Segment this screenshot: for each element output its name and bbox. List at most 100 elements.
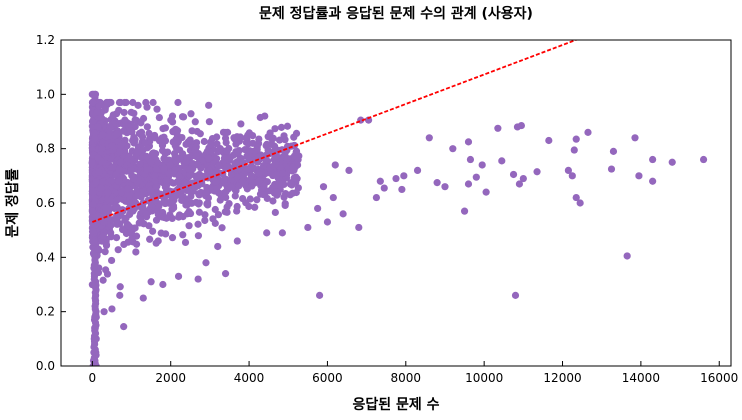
data-point (88, 281, 96, 289)
data-point (572, 193, 580, 202)
data-point (132, 248, 140, 256)
data-point (91, 135, 99, 143)
data-point (94, 154, 102, 162)
data-point (178, 113, 187, 121)
data-point (251, 203, 259, 211)
data-point (94, 122, 102, 131)
data-point (185, 165, 193, 174)
x-tick-label: 14000 (622, 371, 660, 385)
data-point (131, 224, 139, 232)
data-point (107, 256, 116, 265)
data-point (205, 154, 213, 163)
data-point (155, 113, 163, 122)
data-point (103, 270, 112, 278)
data-point (464, 138, 473, 146)
data-point (227, 170, 236, 179)
data-point (140, 187, 148, 196)
data-point (91, 324, 99, 332)
data-point (231, 192, 239, 200)
data-point (255, 177, 263, 185)
data-point (160, 133, 168, 141)
data-point (248, 131, 257, 140)
data-point (238, 178, 247, 186)
data-point (200, 137, 208, 146)
data-point (195, 199, 203, 207)
data-point (166, 161, 174, 169)
data-point (254, 169, 263, 177)
data-point (533, 168, 541, 176)
data-point (478, 161, 486, 169)
data-point (193, 161, 202, 169)
data-point (227, 183, 235, 191)
data-point (95, 102, 103, 110)
data-point (449, 145, 457, 153)
data-point (178, 196, 186, 204)
data-point (167, 116, 175, 124)
data-point (187, 110, 195, 118)
data-point (174, 177, 182, 186)
data-point (168, 205, 176, 213)
x-tick-label: 16000 (700, 371, 738, 385)
data-point (246, 147, 254, 155)
data-point (90, 129, 98, 137)
data-point (226, 154, 234, 162)
data-point (292, 129, 301, 138)
data-point (413, 166, 422, 174)
data-point (631, 134, 639, 142)
data-point (201, 216, 209, 225)
data-point (277, 123, 286, 131)
data-point (124, 185, 132, 193)
data-point (211, 205, 219, 214)
data-point (90, 348, 98, 357)
data-point (649, 177, 657, 185)
data-point (116, 142, 125, 150)
data-point (115, 177, 123, 186)
data-point (568, 172, 576, 180)
x-axis: 0 2000 4000 6000 8000 10000 12000 14000 16000 (89, 361, 738, 385)
y-tick-label: 0.0 (36, 359, 55, 373)
data-point (141, 139, 149, 147)
data-point (519, 174, 527, 183)
data-point (99, 232, 108, 240)
data-point (108, 177, 116, 185)
data-point (204, 201, 212, 209)
data-point (162, 230, 170, 238)
data-point (152, 216, 161, 224)
data-point (275, 136, 284, 144)
data-point (145, 222, 153, 230)
data-point (564, 166, 572, 174)
data-point (263, 229, 271, 237)
data-point (185, 171, 194, 179)
data-point (151, 131, 159, 140)
data-point (425, 134, 433, 142)
data-point (339, 210, 347, 218)
x-tick-label: 2000 (155, 371, 186, 385)
data-point (152, 165, 161, 173)
data-point (213, 155, 221, 163)
data-point (101, 204, 109, 212)
data-point (151, 177, 159, 185)
data-point (247, 172, 255, 180)
y-tick-label: 0.6 (36, 196, 55, 210)
data-point (253, 196, 261, 204)
data-point (120, 108, 128, 117)
y-tick-label: 1.2 (36, 33, 55, 47)
y-tick-label: 0.4 (36, 250, 55, 264)
data-point (216, 196, 224, 204)
data-point (545, 136, 553, 145)
data-point (106, 122, 114, 131)
data-point (94, 245, 102, 253)
data-point (235, 146, 243, 155)
data-point (233, 173, 241, 181)
data-point (159, 125, 167, 133)
data-point (246, 195, 254, 203)
data-point (511, 291, 520, 299)
data-point (116, 158, 124, 167)
data-point (192, 180, 200, 188)
data-point (118, 226, 127, 234)
data-point (185, 186, 193, 195)
data-point (108, 142, 116, 150)
data-point (570, 146, 578, 154)
data-point (213, 140, 221, 148)
data-point (88, 159, 96, 167)
